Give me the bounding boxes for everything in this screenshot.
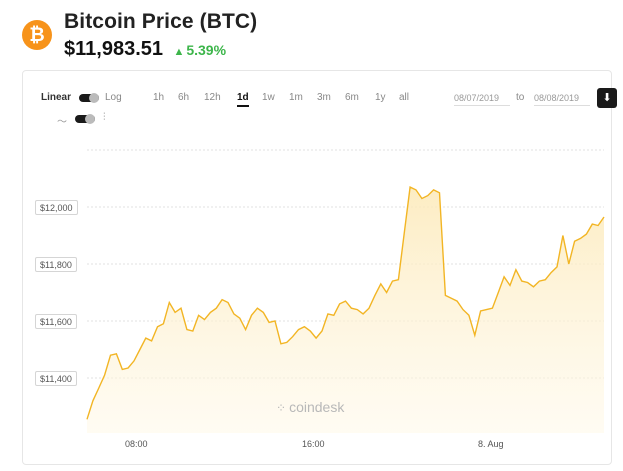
y-tick-label: $12,000 xyxy=(35,200,78,215)
download-button[interactable]: ⬇ xyxy=(597,88,617,108)
toggle-knob xyxy=(85,114,95,124)
price-change-value: 5.39% xyxy=(186,42,227,58)
date-range-to-label: to xyxy=(516,92,525,103)
price-line xyxy=(86,186,605,420)
x-tick-label: 8. Aug xyxy=(478,439,504,449)
scale-log-label[interactable]: Log xyxy=(105,92,122,103)
up-arrow-icon: ▲ xyxy=(173,46,185,58)
line-chart-icon[interactable]: 〜 xyxy=(57,117,67,128)
bitcoin-logo-icon: ₿ xyxy=(22,20,52,50)
coindesk-watermark: ⁘ coindesk xyxy=(276,399,344,415)
current-price: $11,983.51 xyxy=(64,38,163,60)
price-chart[interactable] xyxy=(23,71,611,464)
coindesk-logo-icon: ⁘ xyxy=(276,401,287,415)
download-icon: ⬇ xyxy=(602,92,612,104)
price-area xyxy=(87,187,604,433)
y-tick-label: $11,400 xyxy=(35,371,77,386)
page-title: Bitcoin Price (BTC) xyxy=(64,10,258,33)
range-6m[interactable]: 6m xyxy=(345,92,359,103)
range-1h[interactable]: 1h xyxy=(153,92,165,103)
x-tick-label: 08:00 xyxy=(125,439,148,449)
range-6h[interactable]: 6h xyxy=(178,92,190,103)
watermark-text: coindesk xyxy=(289,399,345,415)
chart-toolbar: Linear Log 1h 6h 12h 1d 1w 1m 3m 6m 1y a… xyxy=(41,88,617,111)
y-tick-label: $11,600 xyxy=(35,314,77,329)
price-change: ▲ 5.39% xyxy=(173,42,226,58)
range-3m[interactable]: 3m xyxy=(317,92,331,103)
chart-card: Linear Log 1h 6h 12h 1d 1w 1m 3m 6m 1y a… xyxy=(22,70,617,465)
toggle-knob xyxy=(89,93,99,103)
y-tick-label: $11,800 xyxy=(35,257,77,272)
date-from-input[interactable]: 08/07/2019 xyxy=(454,91,510,106)
candlestick-icon[interactable]: ⫶ xyxy=(103,112,106,123)
range-all[interactable]: all xyxy=(399,92,410,103)
range-1d[interactable]: 1d xyxy=(237,91,249,107)
x-tick-label: 16:00 xyxy=(302,439,325,449)
range-12h[interactable]: 12h xyxy=(204,92,221,103)
range-1w[interactable]: 1w xyxy=(262,92,275,103)
range-1y[interactable]: 1y xyxy=(375,92,386,103)
scale-toggle[interactable] xyxy=(79,93,99,103)
coin-header: ₿ Bitcoin Price (BTC) $11,983.51 ▲ 5.39% xyxy=(22,8,612,66)
scale-linear-label[interactable]: Linear xyxy=(41,92,72,103)
range-1m[interactable]: 1m xyxy=(289,92,303,103)
bitcoin-symbol: ₿ xyxy=(29,24,45,46)
chart-type-toggle[interactable] xyxy=(75,114,95,124)
chart-type-switch: 〜 ⫶ xyxy=(57,112,137,128)
price-row: $11,983.51 ▲ 5.39% xyxy=(64,38,226,61)
date-to-input[interactable]: 08/08/2019 xyxy=(534,91,590,106)
